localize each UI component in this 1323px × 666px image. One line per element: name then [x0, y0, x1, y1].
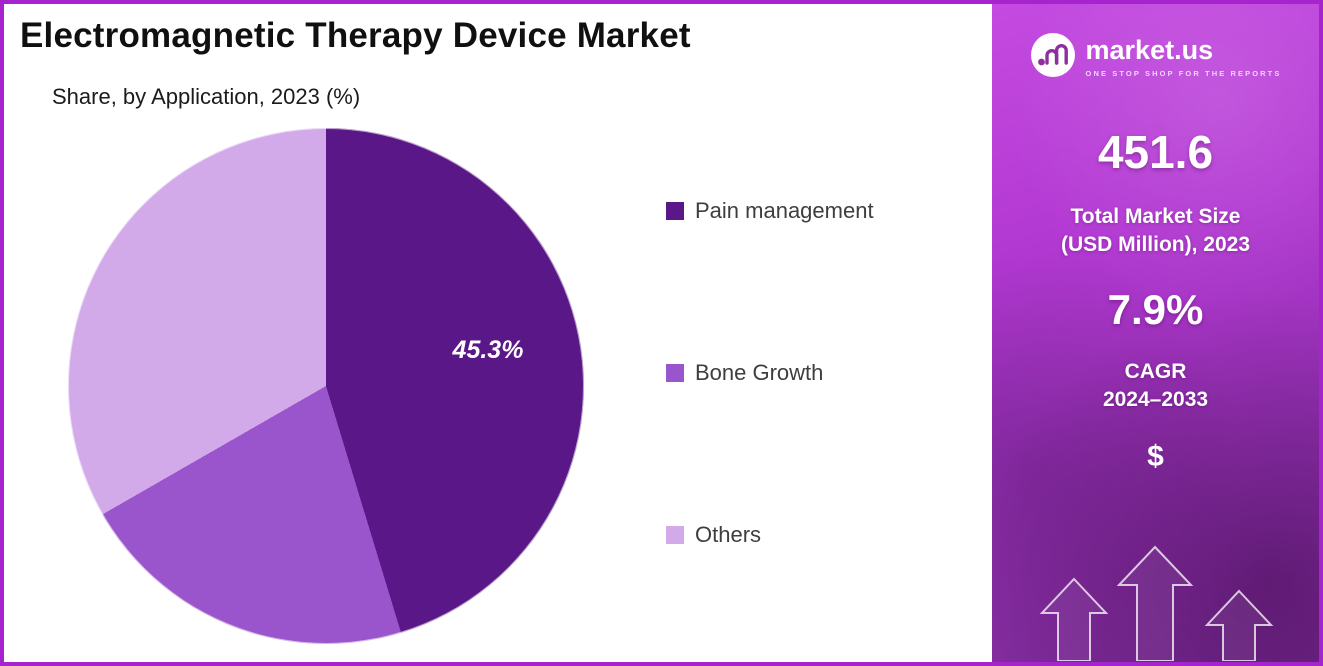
legend-item-others: Others — [666, 522, 874, 548]
legend-swatch — [666, 364, 684, 382]
chart-legend: Pain management Bone Growth Others — [666, 198, 874, 548]
legend-item-bone-growth: Bone Growth — [666, 360, 874, 386]
brand-logo: market.us ONE STOP SHOP FOR THE REPORTS — [992, 4, 1319, 83]
legend-item-pain-management: Pain management — [666, 198, 874, 224]
pie-chart — [68, 128, 584, 644]
page-title: Electromagnetic Therapy Device Market — [20, 16, 691, 55]
cagr-label: CAGR 2024–2033 — [1102, 359, 1209, 412]
brand-stats-panel: market.us ONE STOP SHOP FOR THE REPORTS … — [992, 4, 1319, 662]
legend-swatch — [666, 526, 684, 544]
pie-slice-data-label: 45.3% — [452, 336, 524, 364]
marketus-logo-icon — [1030, 32, 1076, 83]
total-market-size-value: 451.6 — [1097, 126, 1214, 178]
total-market-size-label: Total Market Size (USD Million), 2023 — [1060, 205, 1251, 257]
brand-tagline: ONE STOP SHOP FOR THE REPORTS — [1085, 69, 1282, 78]
chart-section: Electromagnetic Therapy Device Market Sh… — [4, 4, 992, 662]
legend-label: Others — [695, 522, 762, 547]
dollar-symbol: $ — [1147, 440, 1164, 474]
legend-label: Pain management — [695, 198, 874, 223]
chart-subtitle: Share, by Application, 2023 (%) — [52, 84, 361, 109]
legend-label: Bone Growth — [695, 360, 824, 385]
cagr-value: 7.9% — [1107, 285, 1204, 333]
brand-name: market.us — [1085, 35, 1214, 65]
legend-swatch — [666, 202, 684, 220]
growth-arrows-graphic — [992, 543, 1319, 662]
